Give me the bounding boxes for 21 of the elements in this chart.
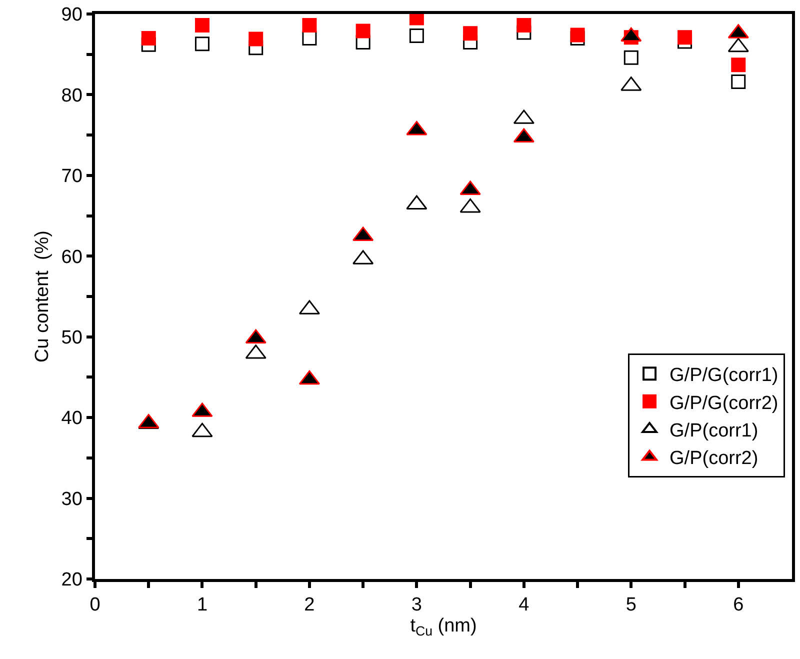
x-tick-label: 3 (411, 594, 422, 616)
y-tick-label: 60 (61, 246, 82, 268)
x-tick-label: 1 (196, 594, 208, 616)
x-tick-label: 0 (90, 594, 100, 616)
legend-label: G/P(corr2) (670, 448, 758, 470)
x-tick-label: 6 (733, 594, 744, 616)
y-tick-label: 40 (61, 408, 82, 430)
y-tick-label: 30 (61, 488, 82, 510)
y-axis-title: Cu content (%) (32, 230, 54, 362)
legend-label: G/P/G(corr1) (670, 365, 778, 386)
legend-label: G/P/G(corr2) (670, 392, 778, 414)
y-tick-label: 90 (61, 4, 82, 26)
y-tick-label: 70 (61, 166, 82, 188)
x-tick-label: 4 (518, 594, 530, 616)
x-tick-label: 5 (626, 594, 636, 616)
y-tick-label: 80 (61, 85, 82, 106)
x-axis-title: t$_{Cu}$ (nm) (410, 616, 477, 639)
y-tick-label: 50 (61, 328, 82, 349)
legend-label: G/P(corr1) (670, 420, 758, 442)
x-tick-label: 2 (304, 594, 315, 616)
y-tick-label: 20 (61, 570, 82, 591)
